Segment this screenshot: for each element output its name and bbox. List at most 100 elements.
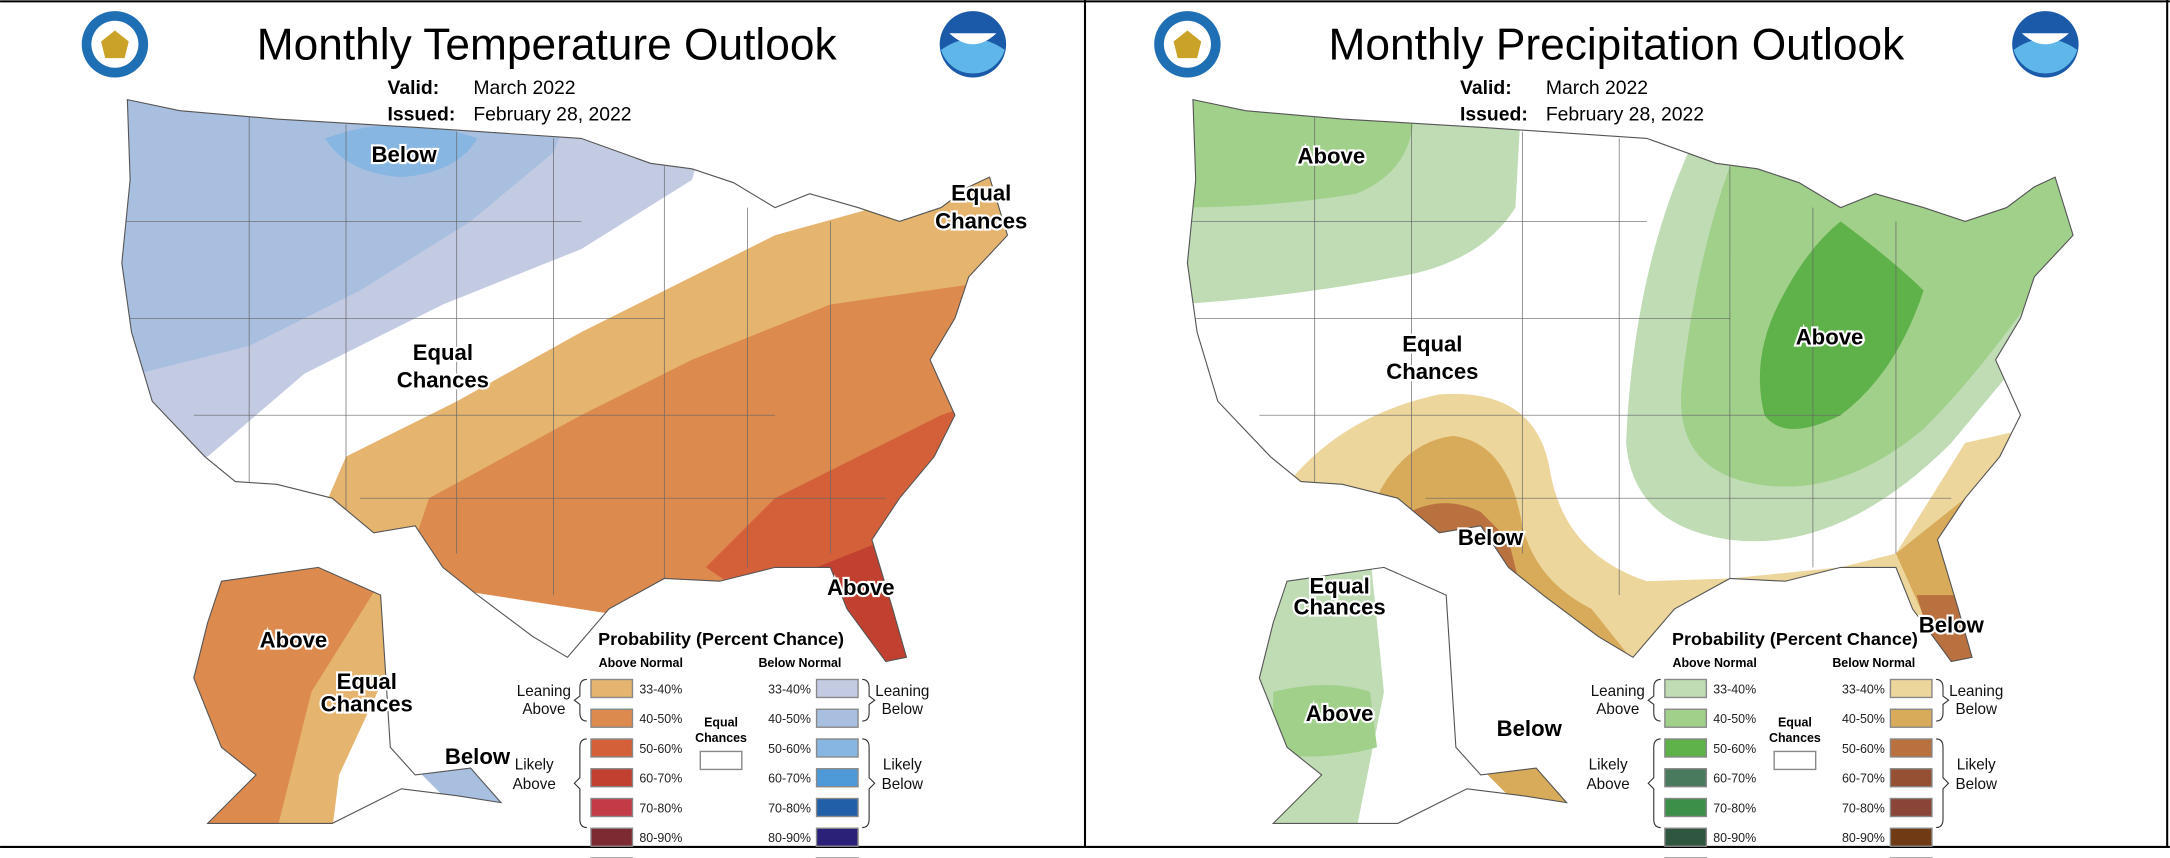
map-label-above: Above xyxy=(1796,325,1864,350)
legend-category-label: Above xyxy=(1596,701,1639,718)
legend-below-header: Below Normal xyxy=(1832,656,1915,670)
below-50-60-zone xyxy=(325,124,478,178)
legend-swatch-equal xyxy=(1773,750,1817,771)
legend-category-label: Below xyxy=(882,776,924,793)
legend-range-above: 40-50% xyxy=(1713,712,1756,726)
legend-swatch-below xyxy=(815,678,859,699)
issued-label: Issued: xyxy=(1460,103,1528,125)
legend-range-below: 33-40% xyxy=(1842,682,1885,696)
legend-swatch-below xyxy=(1889,827,1933,847)
panel-title: Monthly Temperature Outlook xyxy=(257,21,838,70)
legend-title: Probability (Percent Chance) xyxy=(1672,629,1918,649)
legend-category-label: Leaning xyxy=(875,683,929,700)
legend-swatch-below xyxy=(1889,738,1933,758)
legend-range-above: 50-60% xyxy=(639,742,682,756)
legend-brace-below xyxy=(1936,678,1950,829)
legend-range-below: 33-40% xyxy=(768,682,811,696)
noaa-logo-icon xyxy=(939,11,1007,78)
legend-brace-below xyxy=(862,678,876,829)
legend-category-label: Below xyxy=(882,701,924,718)
legend-range-above: 60-70% xyxy=(1713,772,1756,786)
legend-category-label: Above xyxy=(513,776,556,793)
valid-value: March 2022 xyxy=(473,77,575,99)
map-label-chances: Chances xyxy=(1294,594,1386,619)
doc-seal-icon xyxy=(81,11,149,78)
legend-swatch-above xyxy=(590,797,634,818)
legend-range-below: 80-90% xyxy=(1842,831,1885,845)
map-label-chances: Chances xyxy=(1386,359,1478,384)
legend-category-label: Below xyxy=(1955,776,1997,793)
precipitation-panel: Monthly Precipitation Outlook Valid: Mar… xyxy=(1154,11,2079,858)
valid-value: March 2022 xyxy=(1546,77,1648,99)
legend-swatch-above xyxy=(590,738,634,758)
valid-label: Valid: xyxy=(388,77,440,99)
map-label-above: Above xyxy=(1306,701,1374,726)
legend-above-header: Above Normal xyxy=(1672,656,1756,670)
legend-range-above: 40-50% xyxy=(639,712,682,726)
legend-swatch-below xyxy=(815,797,859,818)
legend-range-below: 70-80% xyxy=(1842,801,1885,815)
map-label-below: Below xyxy=(1919,612,1985,637)
legend-swatch-below xyxy=(815,768,859,788)
legend-range-below: 50-60% xyxy=(1842,742,1885,756)
map-label-below: Below xyxy=(1458,525,1524,550)
map-label-equal: Equal xyxy=(1310,574,1370,599)
issued-label: Issued: xyxy=(388,103,456,125)
legend-category-label: Above xyxy=(1587,776,1630,793)
legend-range-below: 60-70% xyxy=(1842,772,1885,786)
map-label-below: Below xyxy=(1497,716,1563,741)
map-label-equal: Equal xyxy=(337,669,397,694)
legend-range-above: 33-40% xyxy=(1713,682,1756,696)
map-label-equal: Equal xyxy=(413,340,473,365)
map-label-below: Below xyxy=(372,142,438,167)
legend-swatch-above xyxy=(590,827,634,847)
legend-swatch-above xyxy=(590,768,634,788)
legend-range-below: 80-90% xyxy=(768,831,811,845)
legend-swatch-below xyxy=(815,708,859,728)
legend-range-above: 70-80% xyxy=(1713,801,1756,815)
legend-range-above: 80-90% xyxy=(639,831,682,845)
noaa-logo-icon xyxy=(2012,11,2079,78)
legend-category-label: Below xyxy=(1955,701,1997,718)
legend-swatch-above xyxy=(1664,708,1708,728)
legend-range-above: 50-60% xyxy=(1713,742,1756,756)
legend-swatch-above xyxy=(1664,678,1708,699)
legend-swatch-below xyxy=(1889,797,1933,818)
legend-category-label: Leaning xyxy=(1591,683,1645,700)
legend-swatch-equal xyxy=(699,750,743,771)
legend-range-above: 33-40% xyxy=(639,682,682,696)
issued-value: February 28, 2022 xyxy=(1546,103,1704,125)
legend-range-above: 70-80% xyxy=(639,801,682,815)
legend-below-header: Below Normal xyxy=(758,656,841,670)
issued-value: February 28, 2022 xyxy=(473,103,631,125)
legend-brace-above xyxy=(573,678,587,829)
legend-range-below: 40-50% xyxy=(768,712,811,726)
state-borders xyxy=(1190,110,1952,596)
legend-swatch-above xyxy=(590,678,634,699)
state-borders xyxy=(124,110,886,596)
map-label-above: Above xyxy=(260,628,328,653)
above-50-60-zone xyxy=(1759,221,1924,429)
map-label-chances: Chances xyxy=(397,367,489,392)
legend-brace-above xyxy=(1647,678,1661,829)
map-label-above: Above xyxy=(827,575,895,600)
map-label-chances: Chances xyxy=(935,208,1027,233)
legend-equal-label: Equal xyxy=(704,716,738,730)
legend-equal-label: Chances xyxy=(695,731,747,745)
legend-equal-label: Chances xyxy=(1769,731,1821,745)
legend-range-below: 70-80% xyxy=(768,801,811,815)
legend-category-label: Likely xyxy=(515,756,554,773)
temperature-panel: Monthly Temperature Outlook Valid: March… xyxy=(81,11,1029,858)
legend: Probability (Percent Chance) Above Normal… xyxy=(513,629,929,858)
legend-category-label: Likely xyxy=(883,756,922,773)
legend-swatch-above xyxy=(1664,797,1708,818)
legend-swatch-above xyxy=(1664,768,1708,788)
legend-category-label: Leaning xyxy=(517,683,571,700)
legend-swatch-below xyxy=(815,738,859,758)
legend: Probability (Percent Chance) Above Normal… xyxy=(1587,629,2003,858)
legend-equal-label: Equal xyxy=(1778,716,1812,730)
legend-above-header: Above Normal xyxy=(599,656,683,670)
map-label-below: Below xyxy=(445,744,511,769)
map-label-chances: Chances xyxy=(321,691,413,716)
